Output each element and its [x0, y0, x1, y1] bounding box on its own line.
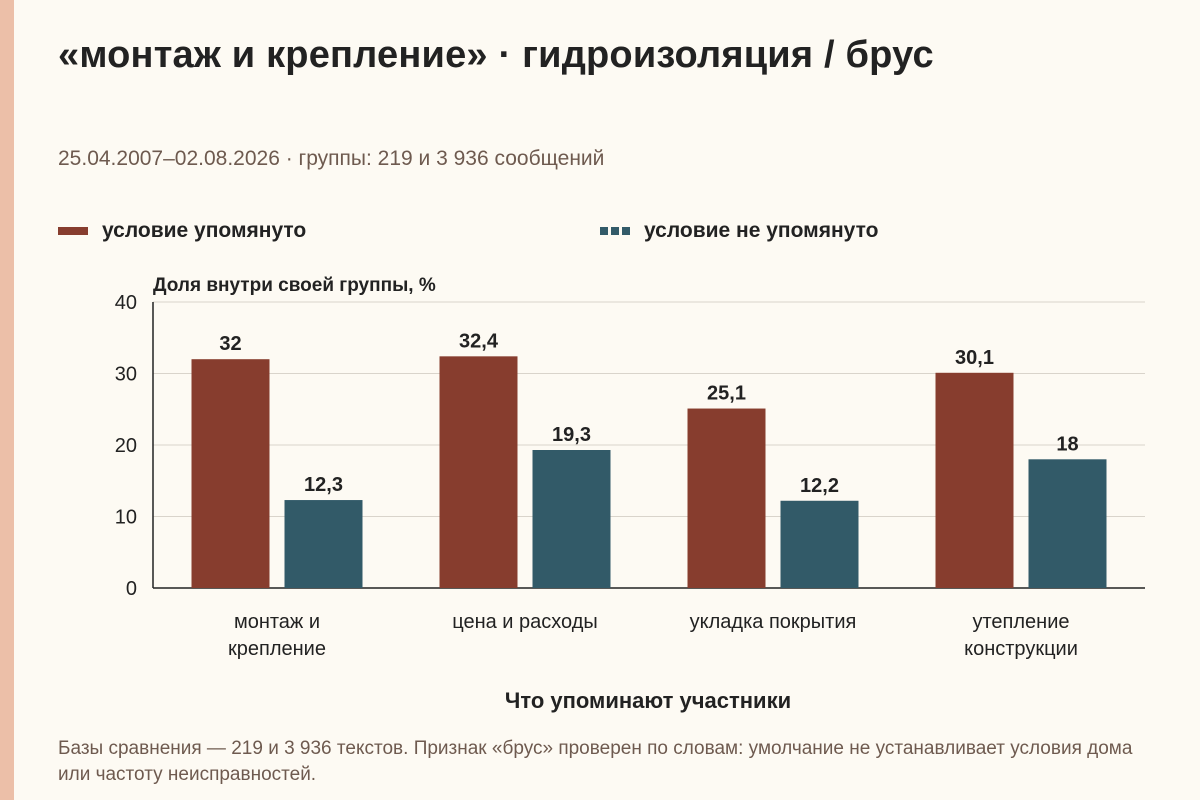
data-label: 12,3: [304, 474, 343, 496]
legend-label-mentioned: условие упомянуто: [102, 219, 307, 242]
chart-subtitle: 25.04.2007–02.08.2026 · группы: 219 и 3 …: [58, 147, 605, 170]
data-label: 30,1: [955, 347, 994, 369]
chart-title: «монтаж и крепление» · гидроизоляция / б…: [58, 34, 934, 76]
x-tick-label: монтаж и: [234, 611, 320, 633]
bar: [687, 408, 766, 588]
legend-swatch-not-mentioned: [600, 227, 630, 235]
footnote: Базы сравнения — 219 и 3 936 текстов. Пр…: [58, 738, 1133, 785]
y-tick-label: 40: [115, 292, 137, 314]
bar: [191, 359, 270, 588]
data-label: 32,4: [459, 330, 499, 352]
y-tick-label: 0: [126, 578, 137, 600]
data-label: 25,1: [707, 383, 746, 405]
data-label: 32: [219, 333, 241, 355]
y-axis-label: Доля внутри своей группы, %: [153, 275, 436, 296]
bar: [439, 356, 518, 588]
x-axis-label: Что упоминают участники: [505, 688, 791, 713]
x-tick-label: утепление: [972, 611, 1069, 633]
data-label: 12,2: [800, 475, 839, 497]
side-accent-stripe: [0, 0, 14, 800]
bar: [780, 500, 859, 588]
y-tick-label: 10: [115, 507, 137, 529]
legend-swatch-mentioned: [58, 227, 88, 235]
bar: [1028, 459, 1107, 588]
bar: [935, 372, 1014, 588]
bar-chart: Доля внутри своей группы, % 0 10 20 30 40 32 1…: [115, 275, 1145, 713]
bar: [532, 450, 611, 588]
x-tick-label: цена и расходы: [452, 611, 598, 633]
legend-label-not-mentioned: условие не упомянуто: [644, 219, 879, 242]
legend-item-mentioned: условие упомянуто: [58, 219, 306, 243]
x-tick-label: крепление: [228, 638, 326, 660]
x-tick-label: укладка покрытия: [690, 611, 857, 633]
bar: [284, 500, 363, 588]
x-tick-label: конструкции: [964, 638, 1078, 660]
y-tick-label: 30: [115, 364, 137, 386]
legend-item-not-mentioned: условие не упомянуто: [600, 219, 878, 243]
y-tick-label: 20: [115, 435, 137, 457]
data-label: 19,3: [552, 424, 591, 446]
data-label: 18: [1056, 433, 1078, 455]
